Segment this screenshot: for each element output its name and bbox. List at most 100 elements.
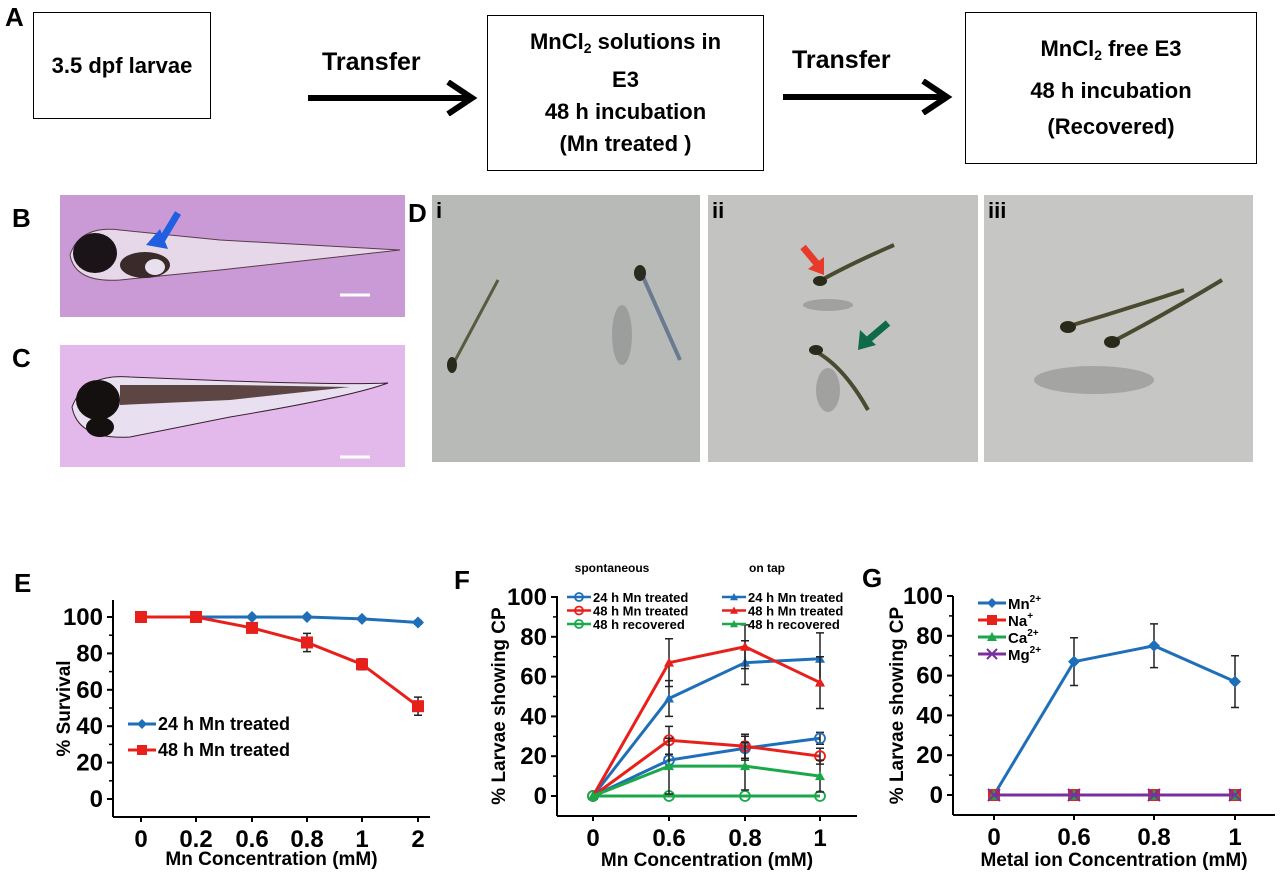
series-line	[141, 615, 419, 708]
data-point	[246, 611, 258, 623]
legend-label: 48 h recovered	[593, 617, 685, 632]
subpanel-label-iii: iii	[988, 198, 1007, 223]
legend-label: 24 h Mn treated	[593, 590, 688, 605]
panel-label-e: E	[14, 568, 32, 598]
flow-box-line: MnCl2 free E3	[1040, 31, 1181, 73]
flow-box-line: (Recovered)	[1047, 114, 1175, 139]
data-point	[1147, 788, 1161, 802]
flow-box-recovered: MnCl2 free E3 48 h incubation (Recovered…	[965, 12, 1257, 164]
flow-box-mn-treated: MnCl2 solutions in E3 48 h incubation (M…	[487, 15, 764, 171]
x-tick-label: 1	[1228, 824, 1241, 851]
arrow-label-transfer-2: Transfer	[792, 46, 891, 74]
series-line	[992, 644, 1236, 796]
legend-label: 24 h Mn treated	[158, 714, 290, 734]
data-point	[412, 700, 424, 713]
data-point	[664, 693, 674, 703]
legend-label: 48 h recovered	[748, 617, 840, 632]
y-axis-label: % Larvae showing CP	[489, 607, 510, 805]
series-line	[592, 738, 821, 798]
data-point	[190, 611, 202, 623]
legend-marker	[730, 593, 738, 601]
arrow-right-icon	[783, 79, 953, 115]
flow-box-line: MnCl2 solutions in	[530, 26, 721, 64]
arrow-label-transfer-1: Transfer	[322, 48, 421, 76]
data-point	[814, 732, 826, 745]
subpanel-label-i: i	[436, 198, 443, 223]
series-line	[592, 736, 821, 798]
panel-label-d: D	[408, 198, 427, 228]
x-tick-label: 0.6	[235, 826, 268, 853]
legend-superscript: +	[1027, 611, 1033, 622]
flow-box-larvae: 3.5 dpf larvae	[33, 12, 211, 119]
x-tick-label: 2	[411, 826, 424, 853]
y-tick-label: 100	[903, 583, 943, 610]
y-tick-label: 80	[76, 640, 103, 667]
data-point	[1067, 788, 1081, 802]
legend-label: Mg2+	[1008, 645, 1041, 664]
panel-label-c: C	[12, 343, 31, 373]
x-tick-label: 1	[813, 825, 826, 852]
y-tick-label: 80	[916, 623, 943, 650]
legend-marker	[987, 598, 997, 608]
data-point	[740, 761, 750, 771]
data-point	[356, 658, 368, 671]
data-point	[1068, 655, 1080, 668]
panel-label-b: B	[12, 203, 31, 233]
legend-superscript: 2+	[1030, 645, 1042, 656]
flow-subscript: 2	[1094, 47, 1103, 63]
flow-box-line: 48 h incubation	[1030, 78, 1192, 103]
y-tick-label: 60	[916, 663, 943, 690]
y-tick-label: 100	[507, 584, 547, 611]
data-point	[664, 761, 674, 771]
legend-label: 48 h Mn treated	[748, 604, 843, 619]
x-tick-label: 1	[355, 826, 368, 853]
subpanel-label-ii: ii	[712, 198, 725, 223]
data-point	[301, 636, 313, 649]
series-line	[592, 764, 821, 798]
data-point	[356, 612, 368, 625]
larvae-photo-i	[432, 195, 700, 462]
flow-box-line: 48 h incubation	[544, 99, 707, 124]
data-point	[1229, 675, 1241, 688]
y-tick-label: 20	[76, 750, 103, 777]
arrow-right-icon	[308, 80, 478, 116]
y-tick-label: 60	[520, 664, 547, 691]
data-point	[987, 788, 1001, 802]
data-point	[1148, 639, 1160, 652]
legend-label: Mn2+	[1008, 594, 1041, 613]
x-tick-label: 0	[586, 825, 599, 852]
legend-group-header: on tap	[749, 561, 785, 575]
series-line	[591, 645, 821, 797]
data-point	[740, 641, 750, 651]
chart-e: 0 20 40 60 80 100 0 0.2 0.6 0.8 1 2 Mn Concentration…	[54, 600, 430, 870]
larva-image-b	[60, 195, 405, 317]
x-tick-label: 0.8	[290, 826, 323, 853]
x-tick-label: 0	[987, 824, 1000, 851]
data-point	[664, 657, 674, 667]
flow-text: solutions in	[591, 29, 722, 54]
x-tick-label: 0.2	[179, 826, 212, 853]
y-axis-label: % Larvae showing CP	[887, 606, 908, 804]
legend-marker	[574, 619, 584, 629]
data-point	[739, 790, 751, 802]
data-point	[246, 621, 258, 634]
panel-label-f: F	[454, 565, 470, 595]
y-tick-label: 60	[76, 677, 103, 704]
legend-marker	[987, 615, 997, 625]
y-tick-label: 0	[90, 786, 103, 813]
y-axis-label: % Survival	[54, 660, 75, 756]
data-point	[135, 611, 147, 623]
legend-label: Na+	[1008, 611, 1033, 630]
series-line	[591, 657, 821, 797]
data-point	[588, 791, 598, 800]
legend-marker	[730, 620, 738, 628]
y-tick-label: 100	[63, 604, 103, 631]
legend-marker	[574, 592, 584, 602]
legend-superscript: 2+	[1030, 594, 1042, 605]
y-tick-label: 0	[534, 783, 547, 810]
legend-superscript: 2+	[1027, 628, 1039, 639]
x-axis-label: Metal ion Concentration (mM)	[980, 850, 1247, 871]
y-tick-label: 0	[930, 782, 943, 809]
